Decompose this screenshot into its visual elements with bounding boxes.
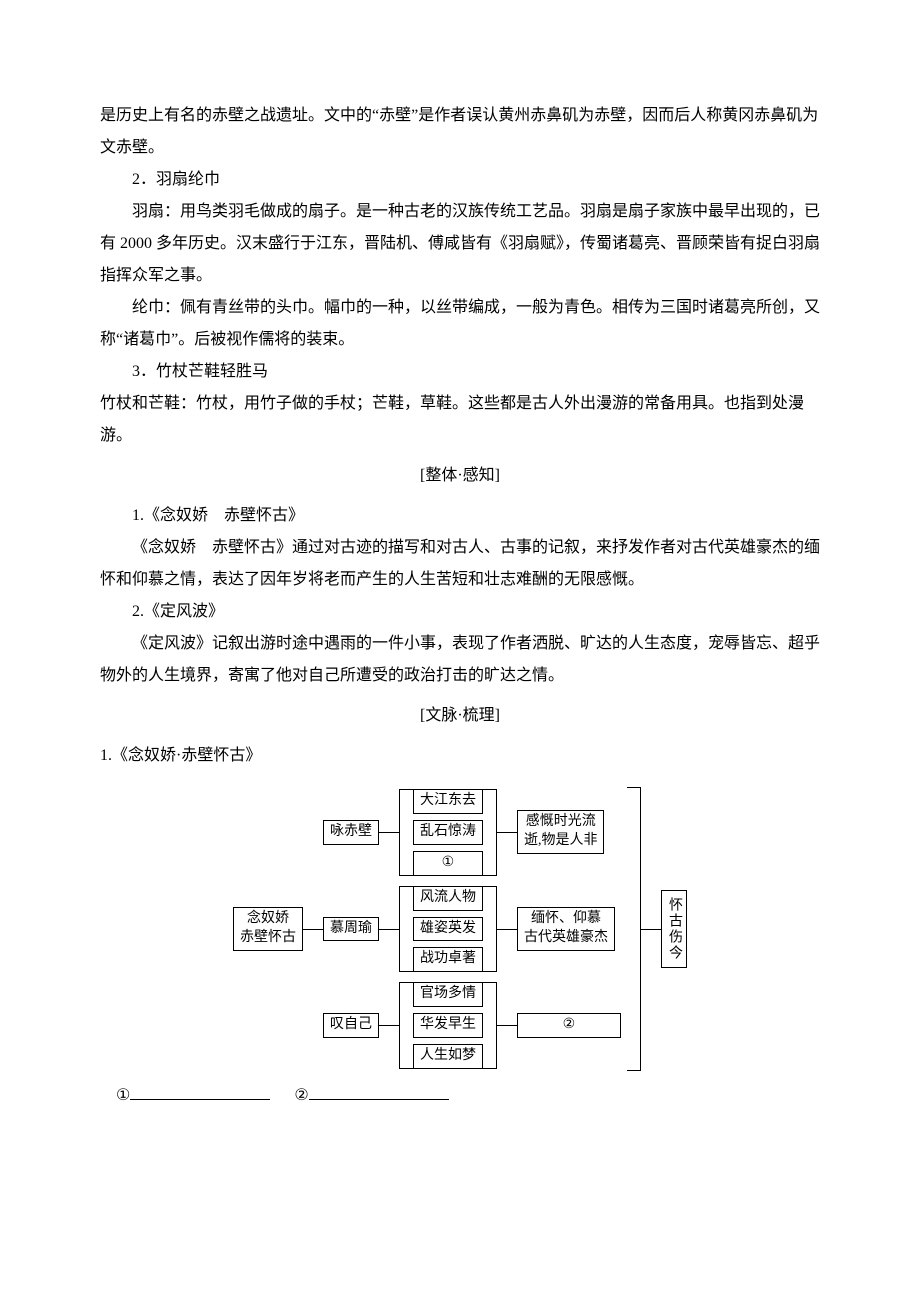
numbered-heading: 2．羽扇纶巾 [100,164,820,196]
fill-blank-field[interactable] [130,1083,270,1100]
diagram-node: 人生如梦 [413,1044,483,1069]
diagram-node: 缅怀、仰慕 古代英雄豪杰 [517,907,615,951]
connector-icon [303,784,323,1074]
diagram-node: 雄姿英发 [413,917,483,942]
connector-icon [379,786,399,879]
body-paragraph: 《念奴娇 赤壁怀古》通过对古迹的描写和对古人、古事的记叙，来抒发作者对古代英雄豪… [100,532,820,596]
bracket-icon [483,982,497,1069]
body-paragraph: 纶巾：佩有青丝带的头巾。幅巾的一种，以丝带编成，一般为青色。相传为三国时诸葛亮所… [100,292,820,356]
diagram-node: 华发早生 [413,1013,483,1038]
diagram-root-col: 念奴娇 赤壁怀古 [233,784,303,1074]
diagram-node-summary: 怀古伤今 [661,890,687,968]
body-paragraph: 是历史上有名的赤壁之战遗址。文中的“赤壁”是作者误认黄州赤鼻矶为赤壁，因而后人称… [100,100,820,164]
diagram-mid-col: 咏赤壁 大江东去 乱石惊涛 ① 感慨时光流 [323,784,621,1074]
structure-diagram: 念奴娇 赤壁怀古 咏赤壁 大江东去 [100,784,820,1074]
section-heading: [整体·感知] [100,460,820,492]
connector-icon [497,883,517,976]
bracket-icon [483,886,497,973]
body-paragraph: 羽扇：用鸟类羽毛做成的扇子。是一种古老的汉族传统工艺品。羽扇是扇子家族中最早出现… [100,196,820,292]
connector-icon [641,784,661,1074]
diagram-summary-col: 怀古伤今 [661,784,687,1074]
diagram-node-blank: ② [517,1013,621,1038]
node-text: 古代英雄豪杰 [524,930,608,945]
body-paragraph: 《定风波》记叙出游时途中遇雨的一件小事，表现了作者洒脱、旷达的人生态度，宠辱皆忘… [100,628,820,692]
diagram-group: 叹自己 官场多情 华发早生 人生如梦 ② [323,979,621,1072]
diagram-group: 咏赤壁 大江东去 乱石惊涛 ① 感慨时光流 [323,786,621,879]
bracket-icon [483,789,497,876]
diagram-node: 大江东去 [413,789,483,814]
connector-icon [497,786,517,879]
connector-icon [379,883,399,976]
numbered-heading: 2.《定风波》 [100,596,820,628]
bracket-icon [627,787,641,1071]
bracket-icon [399,789,413,876]
fill-blank-row: ① ② [100,1080,820,1112]
node-text: 逝,物是人非 [524,833,598,848]
fill-blank-field[interactable] [309,1083,449,1100]
numbered-heading: 1.《念奴娇·赤壁怀古》 [100,740,820,772]
bracket-icon [399,886,413,973]
diagram-node-root: 念奴娇 赤壁怀古 [233,907,303,951]
diagram-node: 风流人物 [413,886,483,911]
numbered-heading: 1.《念奴娇 赤壁怀古》 [100,500,820,532]
node-text: 缅怀、仰慕 [531,911,601,926]
section-heading: [文脉·梳理] [100,700,820,732]
diagram-node-blank: ① [413,851,483,876]
document-page: 是历史上有名的赤壁之战遗址。文中的“赤壁”是作者误认黄州赤鼻矶为赤壁，因而后人称… [0,0,920,1208]
body-paragraph: 竹杖和芒鞋：竹杖，用竹子做的手杖；芒鞋，草鞋。这些都是古人外出漫游的常备用具。也… [100,388,820,452]
diagram-node: 乱石惊涛 [413,820,483,845]
diagram-node: 叹自己 [323,1013,379,1038]
node-text: 感慨时光流 [526,814,596,829]
connector-icon [379,979,399,1072]
diagram-group: 慕周瑜 风流人物 雄姿英发 战功卓著 缅怀、仰 [323,883,621,976]
diagram-node: 慕周瑜 [323,917,379,942]
diagram-node: 战功卓著 [413,947,483,972]
connector-icon [497,979,517,1072]
diagram-node: 感慨时光流 逝,物是人非 [517,810,605,854]
node-text: 念奴娇 [247,911,289,926]
diagram-node: 咏赤壁 [323,820,379,845]
blank-label: ① [116,1087,130,1104]
bracket-icon [399,982,413,1069]
node-text: 赤壁怀古 [240,930,296,945]
numbered-heading: 3．竹杖芒鞋轻胜马 [100,356,820,388]
blank-label: ② [294,1087,308,1104]
diagram-node: 官场多情 [413,982,483,1007]
